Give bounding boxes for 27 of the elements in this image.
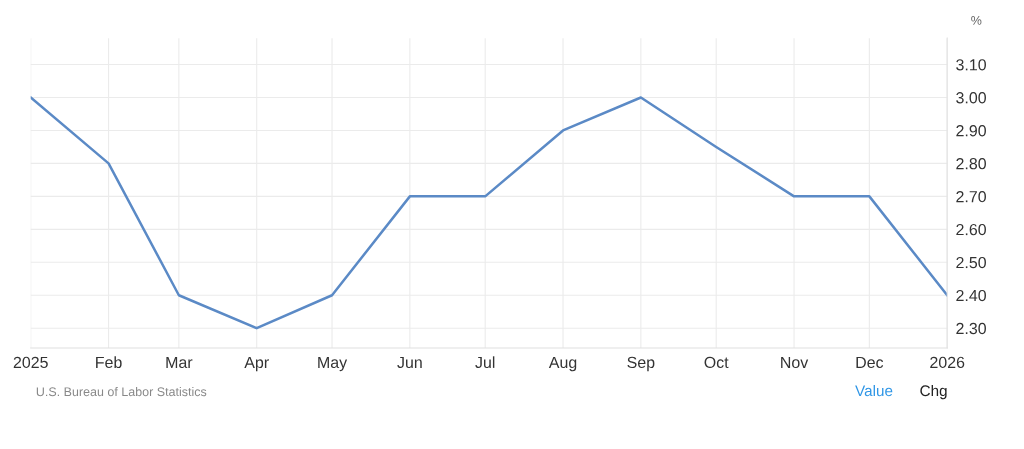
- y-tick-label: 2.50: [956, 256, 986, 269]
- x-tick-label: 2025: [13, 356, 48, 369]
- x-tick-label: May: [318, 356, 348, 372]
- y-tick-label: 2.60: [956, 223, 986, 236]
- line-series: [30, 96, 948, 330]
- x-tick-label: Dec: [856, 356, 884, 369]
- y-tick-label: 2.90: [956, 125, 986, 137]
- x-tick-label: Jul: [475, 356, 495, 369]
- x-tick-label: Feb: [96, 356, 122, 369]
- text: U.S. Bureau of Labor Statistics: [36, 386, 207, 397]
- y-tick-label: 3.00: [956, 92, 986, 104]
- x-tick-label: Oct: [704, 356, 729, 369]
- text: Value: [855, 384, 893, 397]
- y-tick-label: 2.30: [956, 322, 986, 335]
- x-tick-label: 2026: [930, 356, 965, 369]
- x-tick-label: Apr: [244, 356, 269, 372]
- x-tick-label: Jun: [397, 356, 422, 369]
- y-axis-title: %: [971, 16, 982, 25]
- text: Chg: [920, 384, 947, 400]
- y-tick-label: 3.10: [956, 59, 986, 71]
- x-tick-label: Mar: [166, 356, 193, 369]
- y-tick-label: 2.70: [956, 191, 986, 203]
- y-tick-label: 2.40: [956, 289, 986, 302]
- y-tick-label: 2.80: [956, 158, 986, 170]
- x-tick-label: Sep: [627, 356, 655, 372]
- x-tick-label: Aug: [548, 356, 577, 372]
- x-tick-label: Nov: [781, 356, 809, 369]
